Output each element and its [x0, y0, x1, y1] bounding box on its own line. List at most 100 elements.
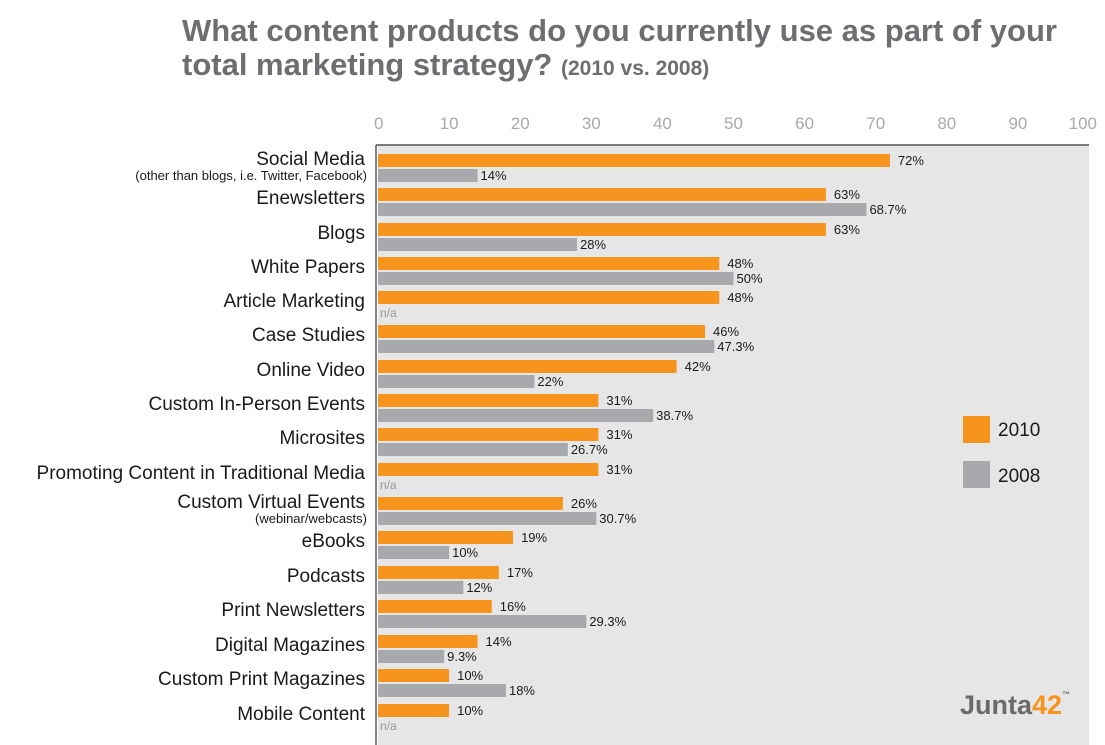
bar-2010	[378, 463, 599, 476]
bar-2008	[378, 650, 445, 663]
bar-2008	[378, 546, 450, 559]
category-sublabel: (other than blogs, i.e. Twitter, Faceboo…	[135, 168, 367, 183]
bar-2010	[378, 600, 492, 613]
na-label-2008: n/a	[380, 719, 397, 733]
bar-2008	[378, 615, 587, 628]
junta42-logo: Junta42™	[960, 690, 1070, 721]
data-label-2008: 28%	[580, 237, 606, 252]
bar-2008	[378, 272, 734, 285]
logo-tm: ™	[1062, 690, 1071, 699]
logo-text: Junta	[960, 690, 1033, 720]
bar-2008	[378, 684, 506, 697]
category-label: Promoting Content in Traditional Media	[37, 463, 366, 484]
bar-2010	[378, 257, 720, 270]
data-label-2010: 26%	[571, 496, 597, 511]
category-label: Article Marketing	[224, 291, 366, 312]
chart-title: What content products do you currently u…	[182, 14, 1082, 86]
category-label: Digital Magazines	[215, 635, 365, 656]
data-label-2010: 16%	[500, 599, 526, 614]
bar-2008	[378, 512, 597, 525]
data-label-2008: 26.7%	[571, 442, 608, 457]
data-label-2010: 14%	[486, 634, 512, 649]
x-tick-label: 100	[1069, 114, 1097, 133]
legend-label-2010: 2010	[998, 420, 1040, 441]
x-tick-label: 60	[795, 114, 814, 133]
data-label-2010: 10%	[457, 668, 483, 683]
data-label-2010: 63%	[834, 187, 860, 202]
bar-2010	[378, 154, 890, 167]
category-label: Blogs	[317, 223, 365, 244]
data-label-2010: 42%	[685, 359, 711, 374]
data-label-2008: 22%	[537, 374, 563, 389]
legend-label-2008: 2008	[998, 466, 1040, 487]
x-tick-label: 70	[866, 114, 885, 133]
chart-title-main: What content products do you currently u…	[182, 13, 1057, 82]
bar-2010	[378, 497, 563, 510]
bar-2010	[378, 325, 706, 338]
category-label: eBooks	[302, 531, 365, 552]
data-label-2010: 19%	[521, 530, 547, 545]
data-label-2010: 31%	[606, 393, 632, 408]
data-label-2008: 9.3%	[447, 649, 477, 664]
x-tick-label: 30	[582, 114, 601, 133]
bar-2010	[378, 223, 826, 236]
bar-2010	[378, 566, 499, 579]
na-label-2008: n/a	[380, 478, 397, 492]
data-label-2010: 31%	[606, 427, 632, 442]
data-label-2008: 14%	[481, 168, 507, 183]
data-label-2008: 68.7%	[869, 202, 906, 217]
category-label: Case Studies	[252, 325, 365, 346]
data-label-2008: 12%	[466, 580, 492, 595]
bar-2010	[378, 704, 450, 717]
data-label-2010: 10%	[457, 703, 483, 718]
category-label: Podcasts	[287, 566, 365, 587]
bar-2008	[378, 169, 478, 182]
bar-2010	[378, 531, 514, 544]
bar-2008	[378, 581, 464, 594]
category-label: Print Newsletters	[221, 600, 365, 621]
category-label: Custom In-Person Events	[149, 394, 365, 415]
bar-2010	[378, 188, 826, 201]
data-label-2010: 17%	[507, 565, 533, 580]
x-tick-label: 50	[724, 114, 743, 133]
legend-swatch-2010	[963, 416, 990, 443]
category-label: White Papers	[251, 257, 365, 278]
na-label-2008: n/a	[380, 306, 397, 320]
bar-2008	[378, 409, 654, 422]
x-tick-label: 80	[937, 114, 956, 133]
category-label: Social Media	[256, 149, 365, 170]
data-label-2008: 10%	[452, 545, 478, 560]
category-label: Custom Virtual Events	[177, 492, 365, 513]
x-tick-label: 20	[511, 114, 530, 133]
bar-2008	[378, 340, 715, 353]
data-label-2010: 72%	[898, 153, 924, 168]
category-sublabel: (webinar/webcasts)	[255, 511, 367, 526]
bar-2010	[378, 428, 599, 441]
category-label: Enewsletters	[256, 188, 365, 209]
data-label-2008: 47.3%	[717, 339, 754, 354]
x-tick-label: 10	[440, 114, 459, 133]
bar-2008	[378, 443, 568, 456]
bar-2010	[378, 635, 478, 648]
x-tick-label: 40	[653, 114, 672, 133]
bar-2008	[378, 203, 867, 216]
data-label-2010: 48%	[727, 290, 753, 305]
logo-number: 42	[1032, 690, 1063, 720]
data-label-2010: 31%	[606, 462, 632, 477]
data-label-2010: 46%	[713, 324, 739, 339]
bar-2008	[378, 238, 578, 251]
data-label-2008: 38.7%	[656, 408, 693, 423]
legend-swatch-2008	[963, 461, 990, 488]
data-label-2010: 48%	[727, 256, 753, 271]
x-tick-label: 0	[374, 114, 383, 133]
bar-2010	[378, 291, 720, 304]
chart-title-sub: (2010 vs. 2008)	[561, 57, 710, 80]
data-label-2008: 29.3%	[589, 614, 626, 629]
category-label: Online Video	[257, 360, 365, 381]
data-label-2008: 18%	[509, 683, 535, 698]
bar-2010	[378, 394, 599, 407]
category-label: Mobile Content	[237, 704, 366, 725]
bar-2010	[378, 360, 677, 373]
data-label-2008: 50%	[737, 271, 763, 286]
